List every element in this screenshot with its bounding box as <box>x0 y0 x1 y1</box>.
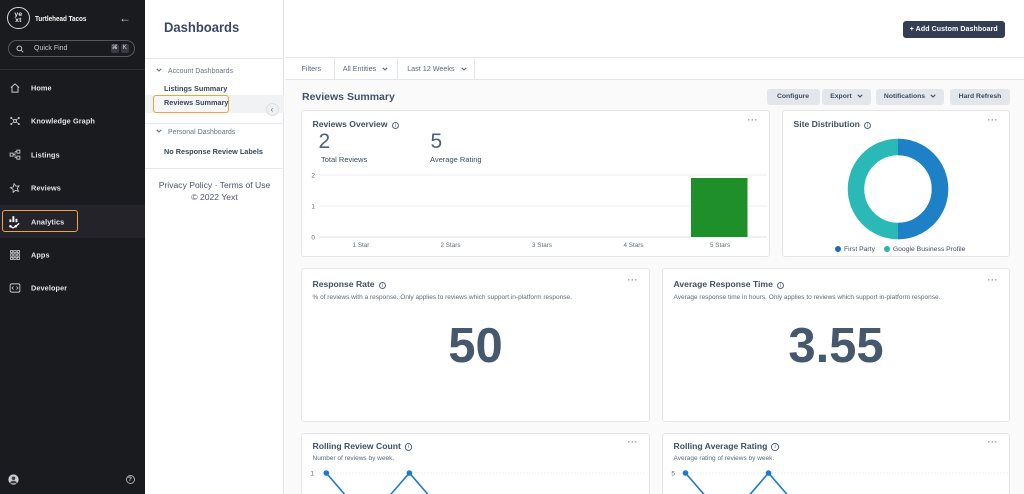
svg-text:1: 1 <box>310 471 314 478</box>
svg-text:1: 1 <box>311 204 315 211</box>
svg-text:1 Star: 1 Star <box>353 242 370 248</box>
svg-text:2: 2 <box>311 173 315 180</box>
svg-text:0: 0 <box>311 235 315 242</box>
svg-text:4 Stars: 4 Stars <box>624 242 644 248</box>
svg-text:3 Stars: 3 Stars <box>532 242 552 248</box>
svg-text:2 Stars: 2 Stars <box>441 242 461 248</box>
svg-text:5 Stars: 5 Stars <box>710 242 730 248</box>
svg-text:5: 5 <box>671 471 675 478</box>
